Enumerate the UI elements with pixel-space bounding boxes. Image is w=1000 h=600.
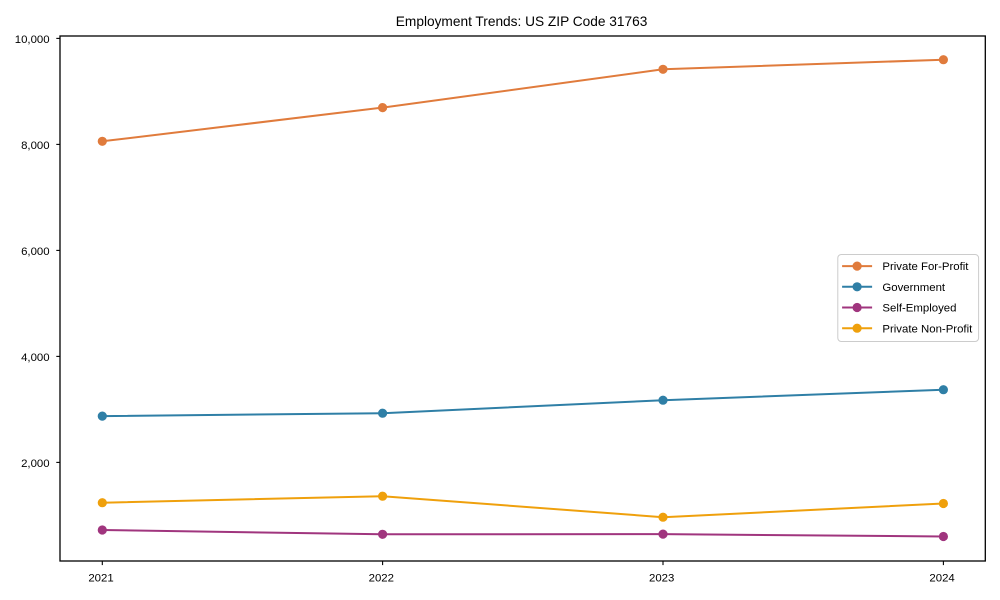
svg-text:2023: 2023 [649,572,674,584]
svg-text:2,000: 2,000 [21,458,50,470]
svg-text:2024: 2024 [929,572,954,584]
svg-text:2022: 2022 [369,572,394,584]
svg-text:Private For-Profit: Private For-Profit [882,261,969,273]
svg-text:Government: Government [882,282,946,294]
svg-text:Self-Employed: Self-Employed [882,303,956,315]
svg-text:4,000: 4,000 [21,352,50,364]
svg-text:Employment Trends: US ZIP Code: Employment Trends: US ZIP Code 31763 [396,14,648,29]
svg-text:2021: 2021 [88,572,113,584]
svg-text:6,000: 6,000 [21,246,50,258]
svg-text:8,000: 8,000 [21,140,50,152]
svg-text:Private Non-Profit: Private Non-Profit [882,323,973,335]
svg-text:10,000: 10,000 [15,34,50,46]
